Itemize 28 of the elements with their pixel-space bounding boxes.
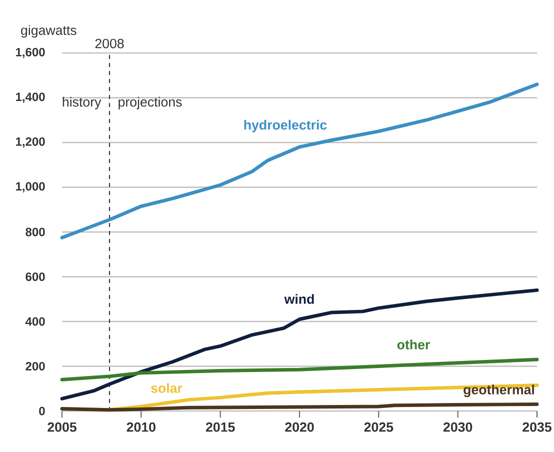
x-tick-label: 2005: [48, 422, 76, 432]
annotation: history: [62, 96, 102, 110]
series-label: solar: [151, 383, 182, 393]
line-series: [60, 82, 539, 240]
x-tick-label: 2010: [126, 422, 156, 432]
annotation: projections: [118, 96, 182, 110]
series-label: other: [397, 340, 430, 350]
y-tick-label: 1,000: [16, 182, 45, 192]
y-tick-label: 1,200: [16, 137, 45, 148]
series-label: wind: [284, 294, 314, 304]
y-tick-label: 400: [25, 317, 45, 326]
series-label: hydroelectric: [244, 120, 327, 132]
x-tick-label: 2035: [522, 422, 552, 432]
y-tick-label: 800: [26, 228, 45, 236]
x-tick-label: 2025: [364, 422, 394, 432]
y-tick-label: 200: [26, 362, 45, 370]
y-tick-label: 0: [39, 406, 45, 416]
line-series: [60, 358, 539, 382]
x-tick-label: 2030: [443, 422, 472, 432]
x-tick-label: 2015: [206, 422, 235, 432]
y-tick-label: 600: [26, 272, 45, 281]
ref-line-label: 2008: [95, 38, 124, 48]
series-label: geothermal: [464, 384, 534, 398]
y-tick-label: 1,400: [16, 92, 45, 103]
y-tick-label: 1,600: [16, 48, 45, 58]
y-axis-title: gigawatts: [21, 25, 76, 38]
x-tick-label: 2020: [285, 422, 314, 432]
line-series: [60, 288, 539, 400]
